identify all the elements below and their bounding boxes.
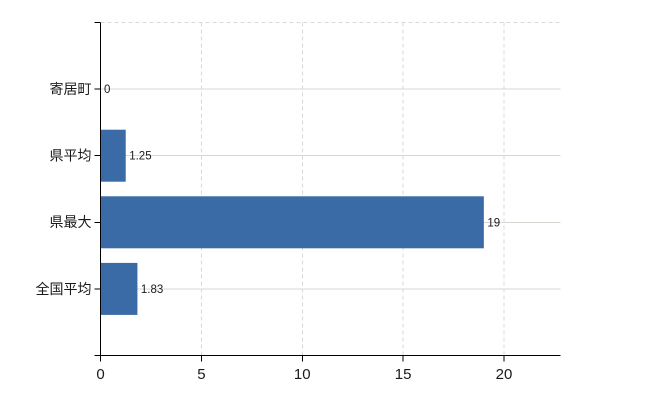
bar-value-label: 1.83 — [141, 284, 163, 296]
x-axis-tick-label: 20 — [496, 366, 513, 383]
category-label: 県最大 — [50, 214, 92, 230]
x-axis-tick-label: 5 — [197, 366, 205, 383]
bar-value-label: 0 — [104, 84, 110, 96]
x-axis-tick-label: 10 — [294, 366, 311, 383]
bar-value-label: 19 — [487, 217, 500, 229]
x-axis-tick-label: 15 — [395, 366, 412, 383]
x-axis-tick-label: 0 — [96, 366, 104, 383]
category-label: 県平均 — [50, 148, 92, 164]
bar — [100, 196, 484, 249]
category-label: 寄居町 — [50, 81, 92, 97]
bar — [100, 262, 138, 315]
bar — [100, 129, 126, 182]
category-label: 全国平均 — [36, 281, 92, 297]
bar-value-label: 1.25 — [129, 151, 151, 163]
